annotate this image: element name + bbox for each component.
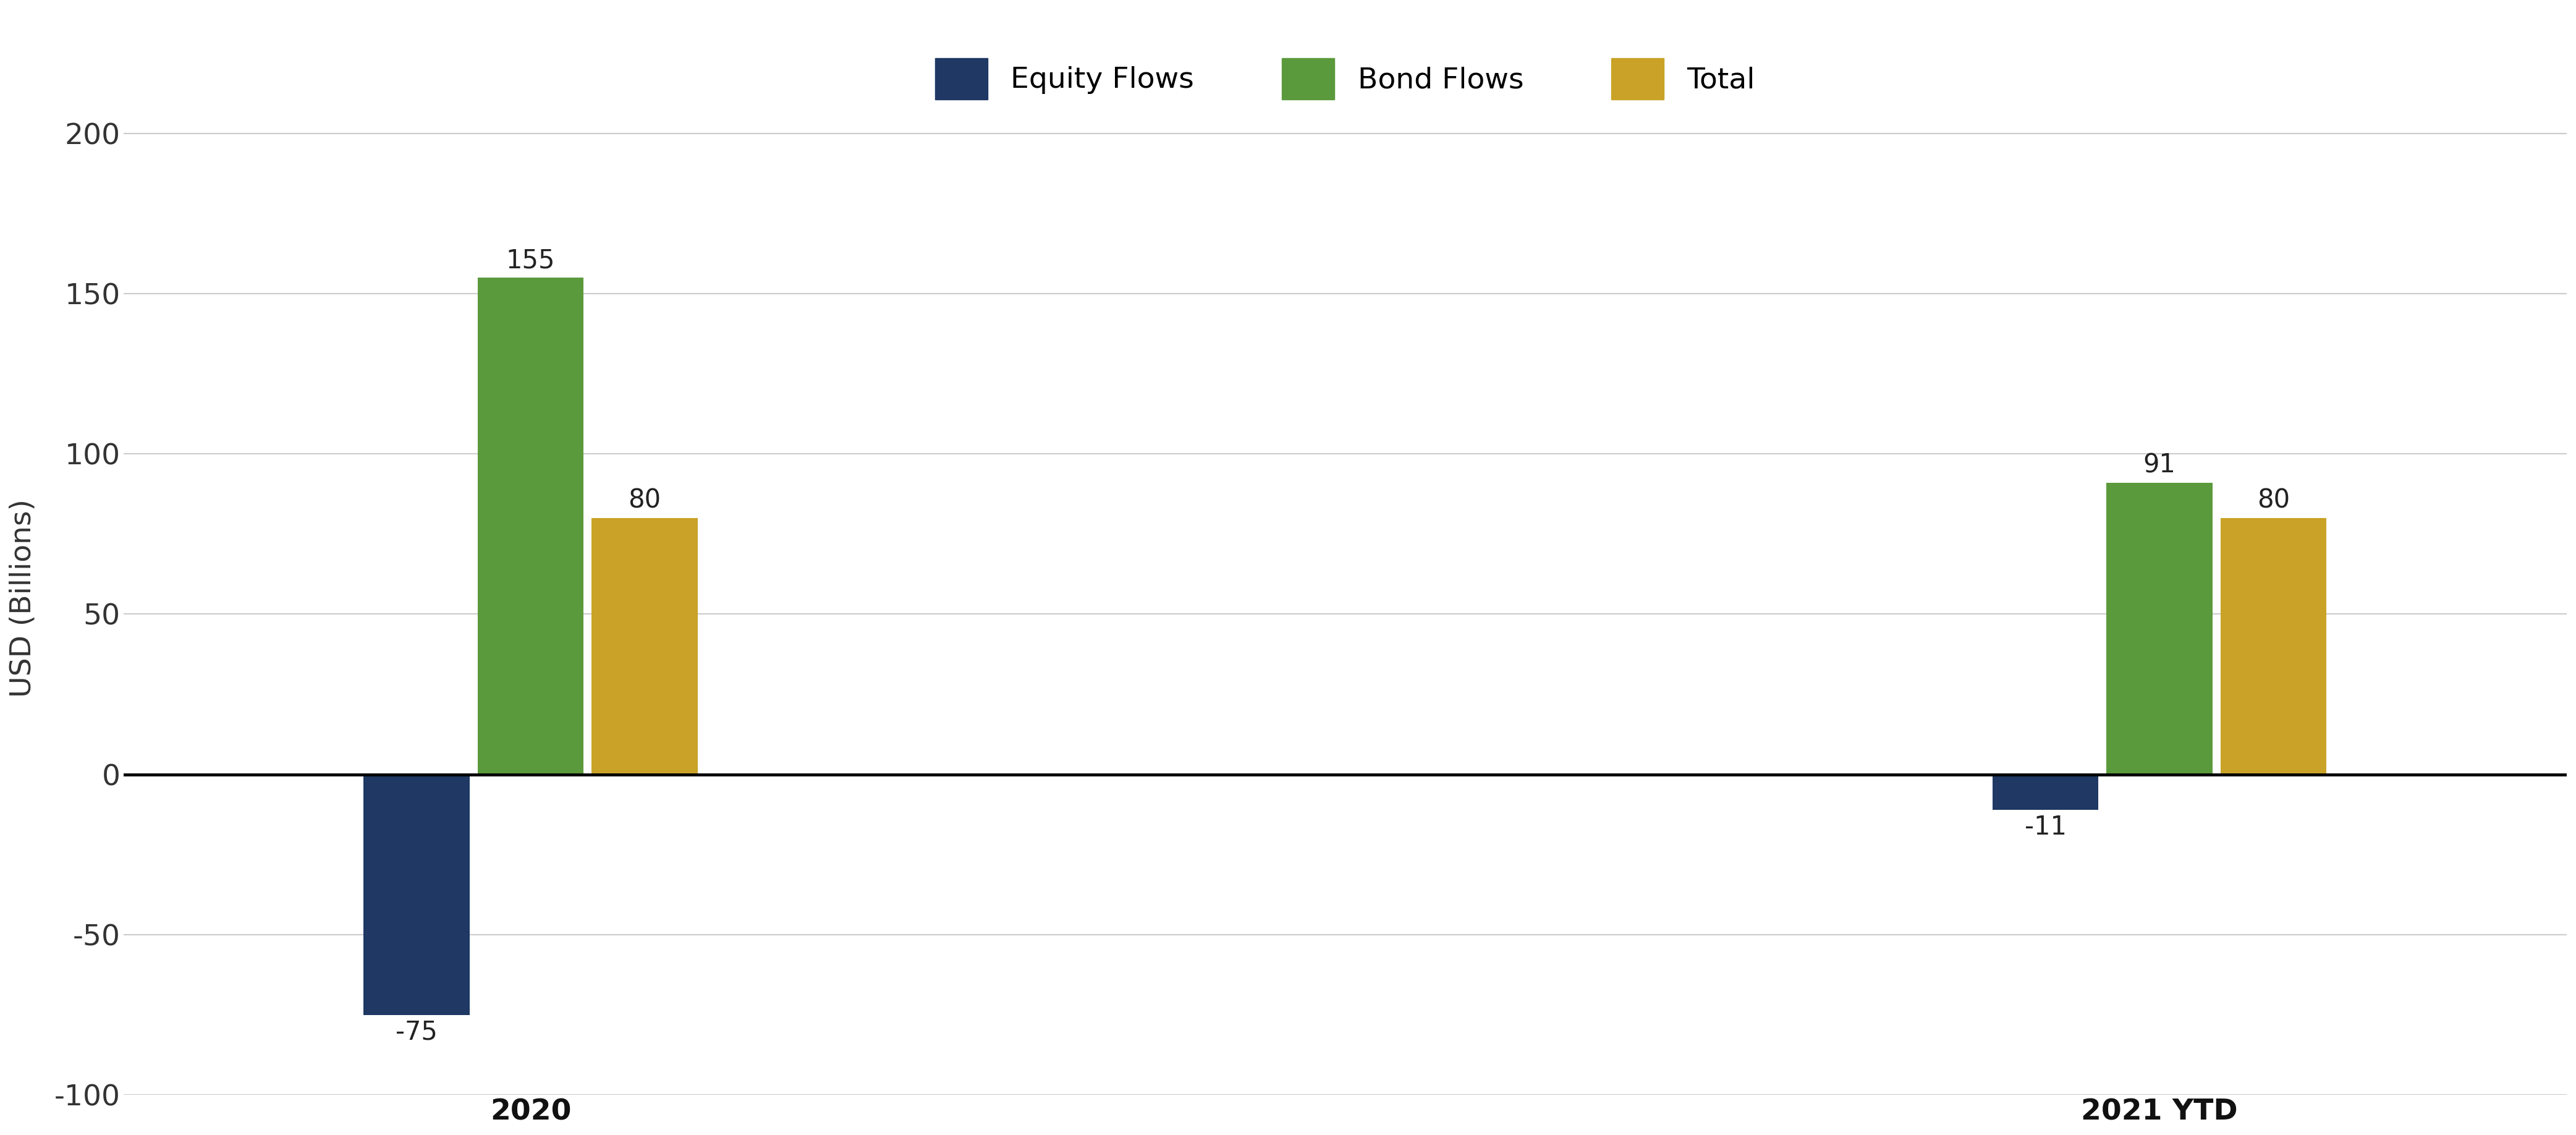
Bar (592, 518, 698, 774)
Bar (363, 774, 469, 1015)
Text: 80: 80 (629, 488, 662, 514)
Bar (1994, 774, 2099, 809)
Text: -11: -11 (2025, 814, 2066, 840)
Text: 91: 91 (2143, 453, 2177, 478)
Bar (2107, 482, 2213, 774)
Bar (477, 278, 585, 774)
Legend: Equity Flows, Bond Flows, Total: Equity Flows, Bond Flows, Total (922, 47, 1767, 111)
Y-axis label: USD (Billions): USD (Billions) (10, 499, 36, 697)
Text: 155: 155 (505, 247, 556, 274)
Text: 80: 80 (2257, 488, 2290, 514)
Text: -75: -75 (397, 1019, 438, 1045)
Bar (2221, 518, 2326, 774)
